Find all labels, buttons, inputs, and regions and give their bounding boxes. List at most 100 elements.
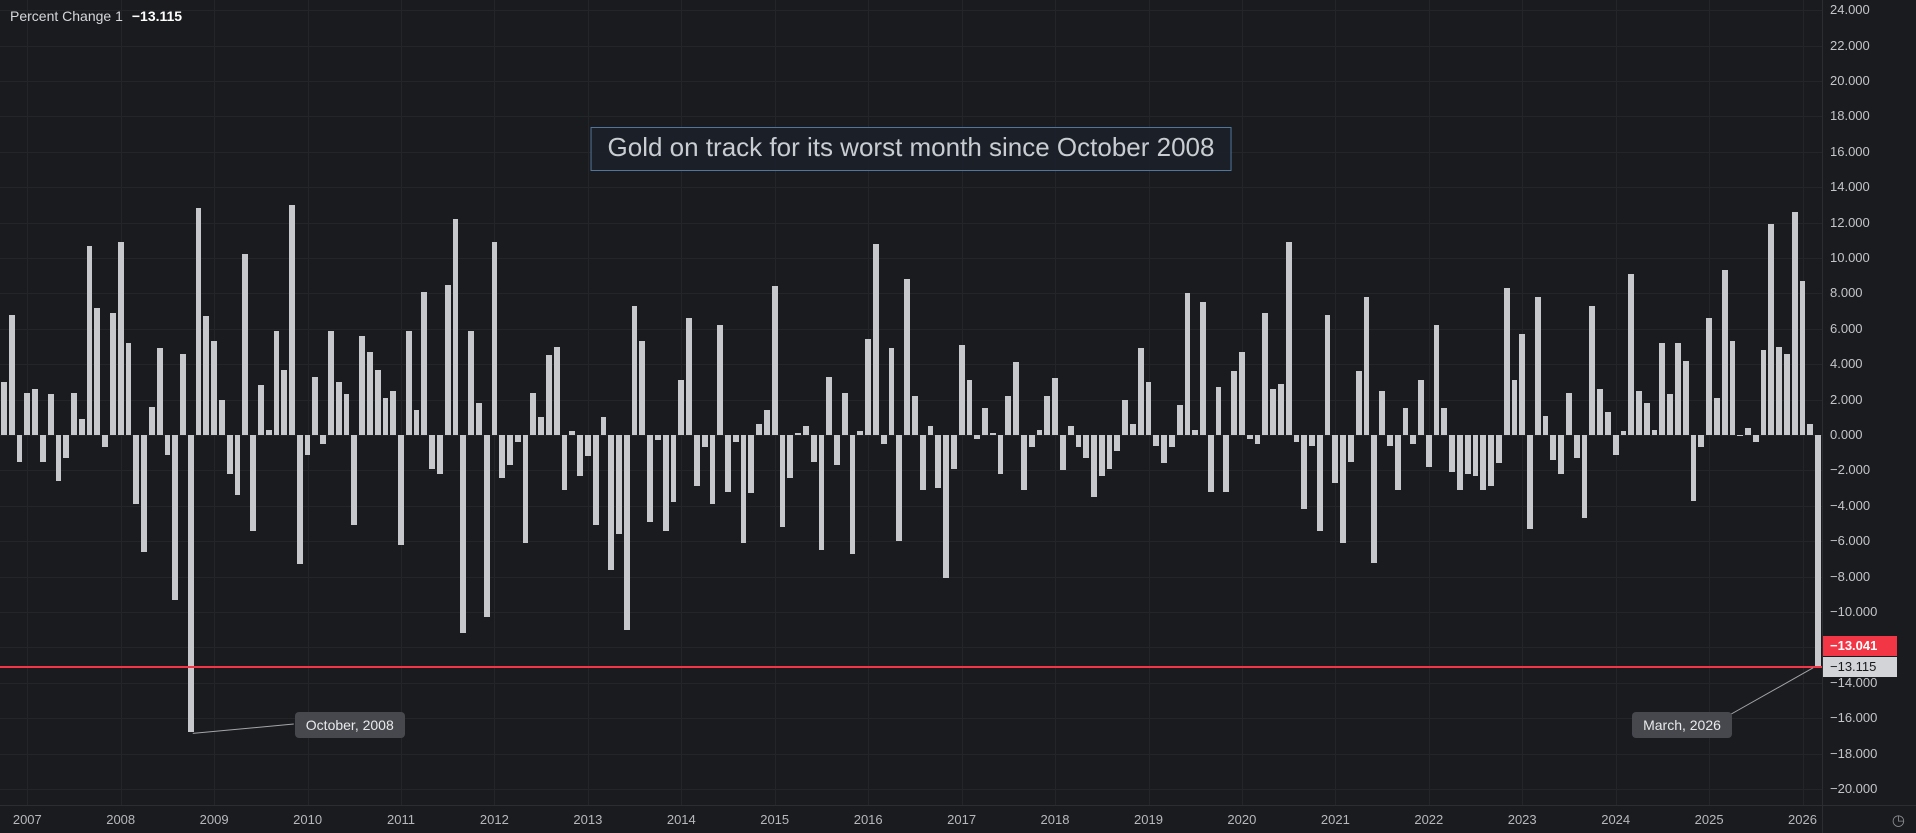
histogram-bar xyxy=(1184,293,1191,435)
horizontal-gridline xyxy=(0,257,1822,259)
histogram-bar xyxy=(1550,435,1557,460)
histogram-bar xyxy=(257,385,264,435)
histogram-bar xyxy=(1270,389,1276,435)
histogram-bar xyxy=(1386,435,1393,446)
indicator-name: Percent Change 1 xyxy=(10,8,123,24)
vertical-gridline xyxy=(1615,0,1617,805)
histogram-bar xyxy=(1495,435,1502,464)
price-axis[interactable]: −13.041 −13.115 24.000 22.000 20.000 18.000… xyxy=(1822,0,1916,805)
histogram-bar xyxy=(1161,435,1167,464)
histogram-bar xyxy=(1706,318,1712,435)
histogram-bar xyxy=(1449,435,1456,473)
histogram-bar xyxy=(1628,273,1635,435)
histogram-bar xyxy=(592,435,599,526)
time-axis-label: 2011 xyxy=(387,812,415,827)
histogram-bar xyxy=(514,435,521,443)
histogram-bar xyxy=(1176,404,1183,435)
price-axis-label: −4.000 xyxy=(1830,497,1871,513)
indicator-legend[interactable]: Percent Change 1 −13.115 xyxy=(10,8,182,24)
histogram-bar xyxy=(133,435,140,504)
histogram-bar xyxy=(1659,342,1666,435)
histogram-bar xyxy=(1690,435,1697,501)
histogram-bar xyxy=(740,435,747,543)
histogram-bar xyxy=(296,435,303,565)
histogram-bar xyxy=(1433,325,1440,435)
histogram-bar xyxy=(1636,390,1642,435)
histogram-bar xyxy=(1425,435,1432,467)
histogram-bar xyxy=(507,435,513,466)
histogram-bar xyxy=(1651,429,1658,435)
histogram-bar xyxy=(880,435,887,444)
horizontal-gridline xyxy=(0,116,1822,118)
horizontal-gridline xyxy=(0,10,1822,12)
histogram-bar xyxy=(475,403,482,435)
callout-label[interactable]: October, 2008 xyxy=(294,712,405,738)
histogram-bar xyxy=(1316,435,1323,531)
histogram-bar xyxy=(71,392,77,435)
histogram-bar xyxy=(771,286,778,435)
histogram-bar xyxy=(195,208,202,435)
histogram-bar xyxy=(1348,435,1354,462)
histogram-bar xyxy=(343,394,350,435)
price-axis-label: 8.000 xyxy=(1830,285,1863,301)
histogram-bar xyxy=(1558,435,1565,474)
time-axis-corner: ◷ xyxy=(1822,805,1916,833)
histogram-bar xyxy=(1098,435,1105,476)
price-axis-label: −10.000 xyxy=(1830,604,1878,619)
time-axis-label: 2019 xyxy=(1134,812,1163,827)
histogram-bar xyxy=(935,435,942,489)
histogram-bar xyxy=(1542,415,1549,435)
histogram-bar xyxy=(911,396,918,435)
histogram-bar xyxy=(1145,381,1152,435)
histogram-bar xyxy=(1355,371,1362,435)
clock-icon[interactable]: ◷ xyxy=(1891,812,1905,829)
histogram-bar xyxy=(55,435,62,481)
histogram-bar xyxy=(1394,435,1401,490)
time-axis-label: 2007 xyxy=(12,812,42,827)
histogram-bar xyxy=(1067,426,1074,435)
price-axis-label: 0.000 xyxy=(1830,427,1863,442)
histogram-bar xyxy=(584,435,591,457)
alert-line[interactable] xyxy=(0,666,1822,669)
histogram-bar xyxy=(382,397,389,435)
histogram-bar xyxy=(1254,435,1261,444)
horizontal-gridline xyxy=(0,505,1822,507)
histogram-bar xyxy=(1472,435,1479,476)
histogram-bar xyxy=(1682,360,1689,435)
chart-plot-area[interactable]: Gold on track for its worst month since … xyxy=(0,0,1822,805)
histogram-bar xyxy=(1457,435,1463,490)
histogram-bar xyxy=(834,435,840,466)
histogram-bar xyxy=(1698,435,1705,448)
vertical-gridline xyxy=(587,0,589,805)
time-axis-label: 2012 xyxy=(479,812,509,827)
vertical-gridline xyxy=(1335,0,1337,805)
histogram-bar xyxy=(538,417,545,435)
histogram-bar xyxy=(756,424,763,435)
time-axis[interactable]: 2007 2008 2009 2010 2011 2012 2013 2014 2015 2016… xyxy=(0,805,1822,833)
histogram-bar xyxy=(1021,435,1027,490)
histogram-bar xyxy=(569,431,576,435)
histogram-bar xyxy=(647,435,654,522)
histogram-bar xyxy=(1815,435,1821,666)
time-axis-label: 2017 xyxy=(947,812,977,827)
histogram-bar xyxy=(1106,435,1113,469)
histogram-bar xyxy=(974,435,981,439)
histogram-bar xyxy=(662,435,669,531)
histogram-bar xyxy=(366,351,373,435)
histogram-bar xyxy=(312,376,319,435)
histogram-bar xyxy=(1737,435,1744,436)
histogram-bar xyxy=(1402,408,1409,435)
histogram-bar xyxy=(226,435,233,474)
histogram-bar xyxy=(141,435,147,552)
histogram-bar xyxy=(1192,429,1199,435)
histogram-bar xyxy=(1441,408,1448,435)
chart-title-annotation[interactable]: Gold on track for its worst month since … xyxy=(590,127,1232,171)
histogram-bar xyxy=(1768,224,1775,435)
histogram-bar xyxy=(8,314,15,435)
histogram-bar xyxy=(1379,390,1385,435)
callout-label[interactable]: March, 2026 xyxy=(1632,712,1732,738)
histogram-bar xyxy=(172,435,179,600)
horizontal-gridline xyxy=(0,789,1822,791)
histogram-bar xyxy=(966,380,973,435)
histogram-bar xyxy=(561,435,568,490)
